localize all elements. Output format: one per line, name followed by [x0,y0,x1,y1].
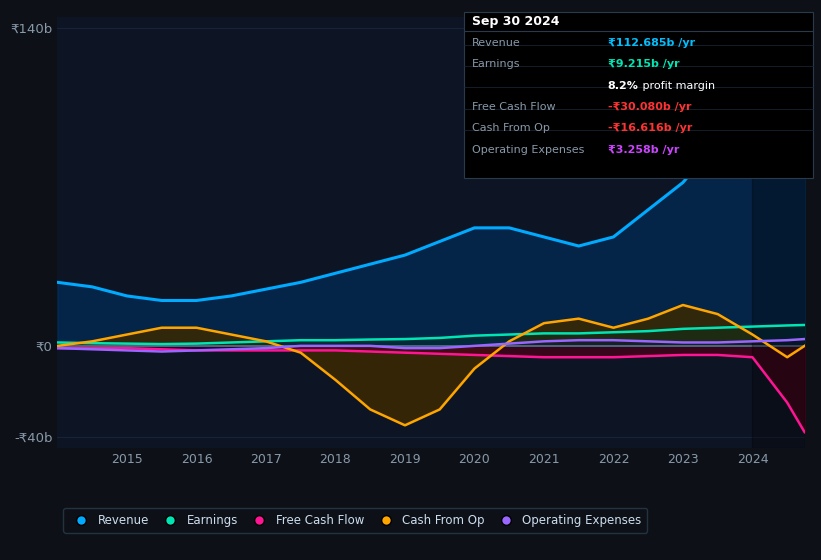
Text: Cash From Op: Cash From Op [472,123,550,133]
Text: Free Cash Flow: Free Cash Flow [472,102,556,112]
Text: ₹3.258b /yr: ₹3.258b /yr [608,144,679,155]
Text: Sep 30 2024: Sep 30 2024 [472,15,560,27]
Text: ₹112.685b /yr: ₹112.685b /yr [608,38,695,48]
Text: -₹30.080b /yr: -₹30.080b /yr [608,102,691,112]
Text: profit margin: profit margin [639,81,715,91]
Text: -₹16.616b /yr: -₹16.616b /yr [608,123,692,133]
Text: 8.2%: 8.2% [608,81,639,91]
Text: Operating Expenses: Operating Expenses [472,144,585,155]
Text: Revenue: Revenue [472,38,521,48]
Legend: Revenue, Earnings, Free Cash Flow, Cash From Op, Operating Expenses: Revenue, Earnings, Free Cash Flow, Cash … [63,508,648,533]
Bar [753,17,805,448]
Text: ₹9.215b /yr: ₹9.215b /yr [608,59,679,69]
Text: Earnings: Earnings [472,59,521,69]
